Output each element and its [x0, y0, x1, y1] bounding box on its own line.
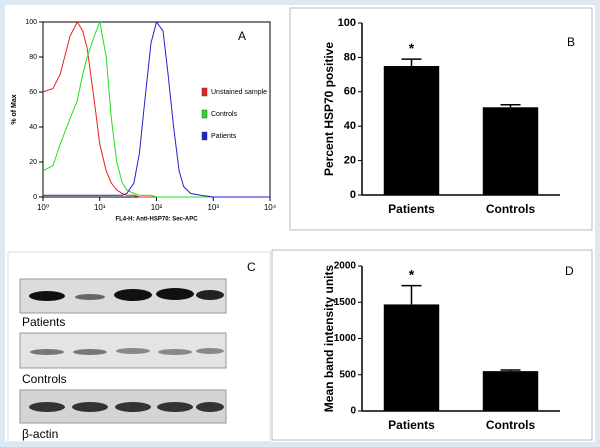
x-tick-label: 10⁰: [37, 203, 49, 212]
legend-label: Patients: [211, 133, 237, 140]
blot-band: [157, 402, 193, 412]
blot-band: [29, 291, 65, 301]
panel-label: D: [565, 264, 574, 278]
y-tick-label: 0: [350, 406, 356, 417]
x-tick-label: Patients: [388, 202, 435, 216]
y-axis-label: Mean band intensity units: [322, 265, 336, 413]
bar: [482, 371, 539, 411]
y-tick-label: 500: [339, 369, 356, 380]
y-tick-label: 60: [344, 86, 356, 98]
y-tick-label: 1000: [334, 333, 357, 344]
x-tick-label: 10²: [151, 203, 163, 212]
blot-band: [196, 290, 224, 300]
legend-swatch: [201, 131, 208, 141]
panel-label: B: [567, 35, 575, 49]
y-tick-label: 80: [29, 54, 37, 61]
bar: [482, 107, 539, 195]
panel-label: A: [238, 29, 246, 43]
blot-band: [196, 348, 224, 354]
x-axis-label: FL4-H: Anti-HSP70: Sec-APC: [115, 217, 198, 223]
y-tick-label: 40: [29, 124, 37, 131]
bar: [383, 304, 440, 411]
significance-marker: *: [409, 266, 415, 282]
series-line: [42, 20, 270, 198]
blot-band: [156, 288, 194, 300]
legend-swatch: [201, 109, 208, 119]
legend-label: Controls: [211, 111, 238, 118]
x-tick-label: Controls: [486, 418, 536, 432]
y-tick-label: 100: [338, 17, 356, 29]
y-tick-label: 20: [344, 155, 356, 167]
blot-band: [29, 402, 65, 412]
y-tick-label: 0: [33, 194, 37, 201]
legend-swatch: [201, 87, 208, 97]
blot-band: [114, 289, 152, 301]
significance-marker: *: [409, 40, 415, 56]
blot-row-label: β-actin: [22, 427, 58, 441]
blot-band: [72, 402, 108, 412]
y-axis-label: % of Max: [11, 94, 18, 124]
y-tick-label: 0: [350, 189, 356, 201]
legend-label: Unstained sample: [211, 89, 267, 96]
y-tick-label: 100: [25, 19, 37, 26]
x-tick-label: 10¹: [94, 203, 106, 212]
y-tick-label: 2000: [334, 261, 357, 272]
panel-b: [289, 7, 593, 231]
blot-row-label: Controls: [22, 372, 67, 386]
x-tick-label: 10³: [207, 203, 219, 212]
blot-band: [158, 349, 192, 355]
blot-band: [196, 402, 224, 412]
y-axis-label: Percent HSP70 positive: [322, 42, 336, 176]
blot-band: [115, 402, 151, 412]
y-tick-label: 80: [344, 51, 356, 63]
bar: [383, 66, 440, 195]
y-tick-label: 60: [29, 89, 37, 96]
x-tick-label: Controls: [486, 202, 536, 216]
y-tick-label: 1500: [334, 297, 357, 308]
blot-band: [30, 349, 64, 355]
x-tick-label: Patients: [388, 418, 435, 432]
x-tick-label: 10⁴: [264, 203, 277, 212]
panel-label: C: [247, 260, 256, 274]
y-tick-label: 40: [344, 120, 356, 132]
blot-band: [75, 294, 105, 300]
series-line: [43, 20, 270, 198]
blot: [19, 278, 227, 424]
blot-row-label: Patients: [22, 315, 65, 329]
y-tick-label: 20: [29, 159, 37, 166]
blot-band: [116, 348, 150, 354]
blot-band: [73, 349, 107, 355]
